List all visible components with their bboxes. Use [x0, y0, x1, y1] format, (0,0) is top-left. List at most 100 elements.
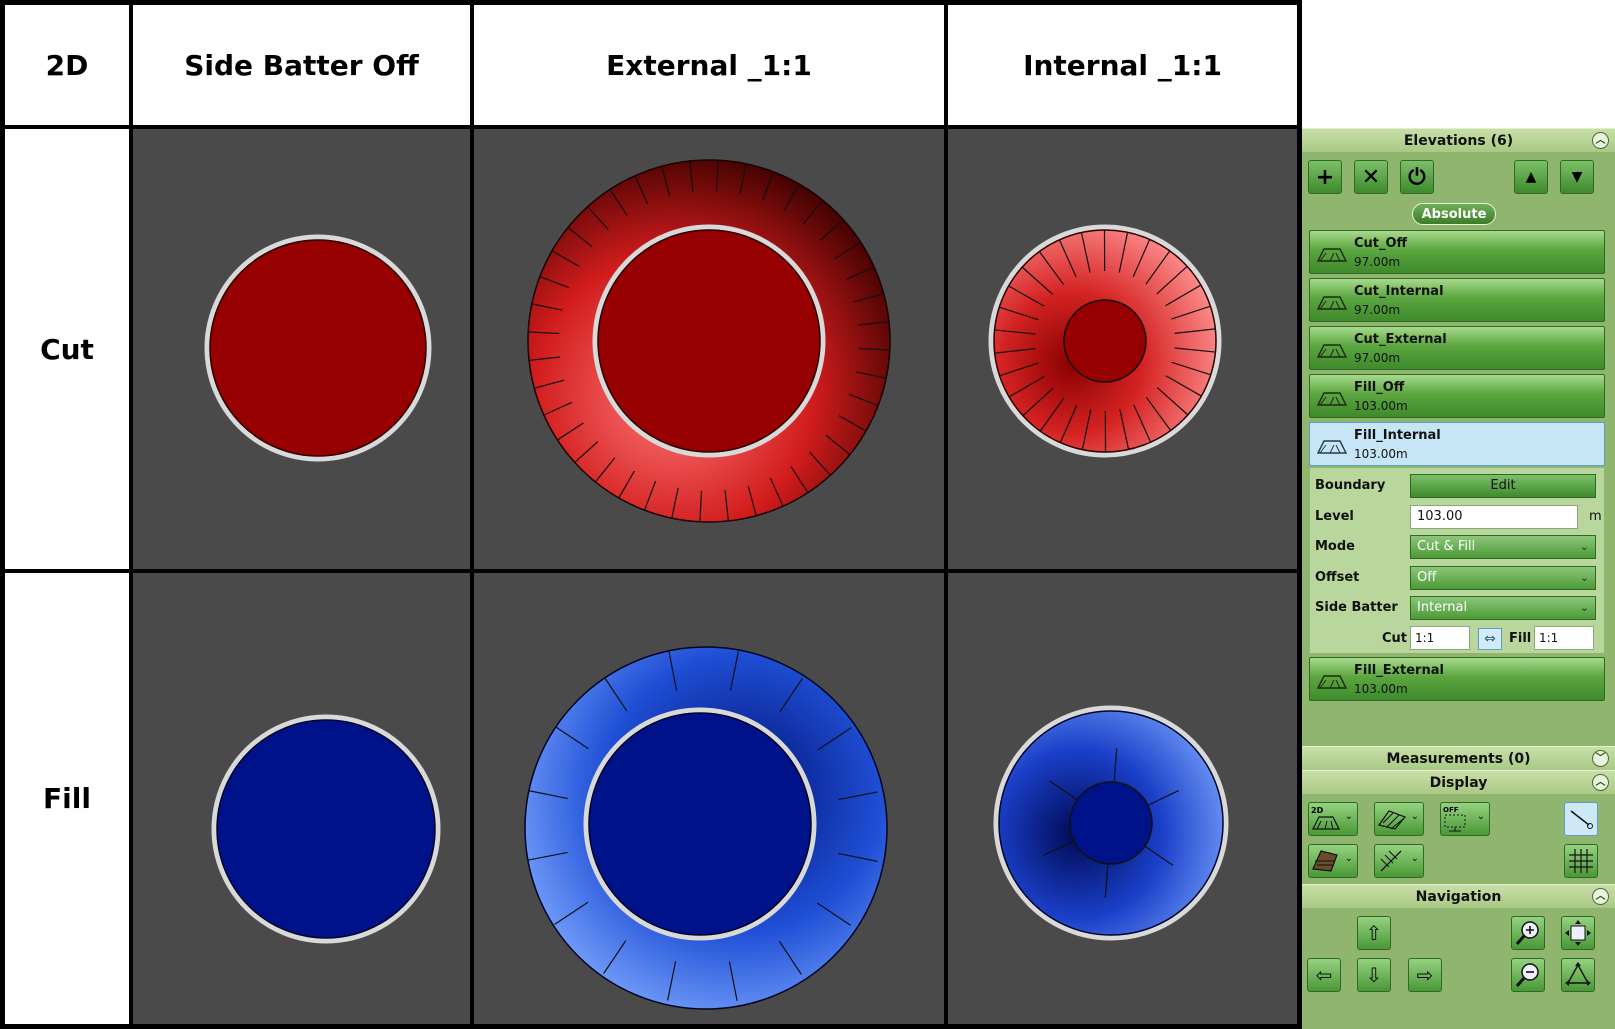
view-2d-dropdown[interactable]: 2D ⌄ — [1308, 802, 1358, 836]
elevation-item-fill-off[interactable]: Fill_Off 103.00m — [1309, 374, 1605, 418]
batter-tick-line — [528, 851, 568, 861]
elevation-name: Fill_Off — [1354, 380, 1405, 395]
cut-external-pad — [527, 159, 891, 523]
elevation-item-cut-internal[interactable]: Cut_Internal 97.00m — [1309, 278, 1605, 322]
mode-select[interactable]: Cut & Fill ⌄ — [1410, 535, 1596, 559]
elevation-item-fill-internal[interactable]: Fill_Internal 103.00m — [1309, 422, 1605, 466]
grid-icon — [1569, 849, 1593, 873]
viewport-cut-internal[interactable] — [948, 129, 1297, 569]
batter-tick-line — [1059, 404, 1078, 443]
batter-tick-line — [668, 651, 678, 691]
viewport-fill-external[interactable] — [474, 573, 944, 1024]
overlay-toggle-dropdown[interactable]: OFF ⌄ — [1440, 802, 1490, 836]
swap-batter-button[interactable]: ⇔ — [1478, 628, 1502, 650]
side-panel: Elevations (6) ︿ + ✕ ⏻ ▲ ▼ Absolute Cut_… — [1302, 128, 1615, 1029]
orbit-button[interactable] — [1561, 958, 1595, 992]
batter-tick-line — [783, 183, 800, 212]
move-down-icon: ▼ — [1571, 169, 1583, 185]
viewport-cut-external[interactable] — [474, 129, 944, 569]
elevation-name: Fill_Internal — [1354, 428, 1441, 443]
batter-tick-line — [999, 362, 1039, 377]
expand-chevron-icon[interactable]: ﹀ — [1592, 750, 1609, 767]
batter-tick-line — [594, 457, 616, 483]
batter-tick-line — [1022, 387, 1054, 417]
edit-boundary-button[interactable]: Edit — [1410, 474, 1596, 498]
batter-tick-line — [1133, 404, 1152, 443]
batter-tick-line — [778, 940, 802, 975]
viewport-fill-internal[interactable] — [948, 573, 1297, 1024]
batter-tick-line — [528, 331, 560, 335]
fill-label: Fill — [1509, 631, 1532, 646]
measure-line-icon — [1570, 810, 1593, 829]
overlay-off-icon: OFF — [1443, 806, 1466, 832]
fill-off-pad — [211, 714, 441, 944]
zoom-out-button[interactable] — [1511, 958, 1545, 992]
move-up-icon: ▲ — [1525, 169, 1537, 185]
display-title: Display — [1429, 774, 1488, 791]
batter-display-dropdown[interactable]: ⌄ — [1374, 844, 1424, 878]
column-header-side-batter-off: Side Batter Off — [133, 5, 470, 125]
measure-line-button[interactable] — [1564, 802, 1598, 836]
elevation-item-fill-external[interactable]: Fill_External 103.00m — [1309, 657, 1605, 701]
svg-text:2D: 2D — [1311, 806, 1324, 815]
batter-tick-line — [715, 160, 719, 192]
elevation-icon — [1316, 248, 1348, 262]
toggle-elevation-button[interactable]: ⏻ — [1400, 160, 1434, 194]
level-input[interactable]: 103.00 — [1410, 505, 1578, 529]
elevation-icon — [1316, 344, 1348, 358]
batter-tick-line — [1171, 305, 1211, 320]
move-up-button[interactable]: ▲ — [1514, 160, 1548, 194]
surface-style-dropdown[interactable]: ⌄ — [1374, 802, 1424, 836]
batter-tick-line — [855, 371, 887, 379]
batter-tick-line — [848, 393, 879, 407]
collapse-chevron-icon[interactable]: ︿ — [1592, 774, 1609, 791]
zoom-in-button[interactable] — [1511, 916, 1545, 950]
elevations-section-body: + ✕ ⏻ ▲ ▼ Absolute Cut_Off 97.00m Cut_In… — [1302, 152, 1615, 746]
elevations-title: Elevations (6) — [1403, 132, 1514, 149]
measurements-section-header[interactable]: Measurements (0) ﹀ — [1302, 746, 1615, 770]
delete-elevation-button[interactable]: ✕ — [1354, 160, 1388, 194]
add-elevation-button[interactable]: + — [1308, 160, 1342, 194]
elevation-item-cut-external[interactable]: Cut_External 97.00m — [1309, 326, 1605, 370]
batter-tick-line — [858, 347, 890, 351]
collapse-chevron-icon[interactable]: ︿ — [1592, 888, 1609, 905]
cut-batter-input[interactable]: 1:1 — [1410, 626, 1470, 650]
contour-style-dropdown[interactable]: ⌄ — [1308, 844, 1358, 878]
chevron-down-icon: ⌄ — [1344, 811, 1353, 822]
elevation-name: Fill_External — [1354, 663, 1444, 678]
navigation-section-header[interactable]: Navigation ︿ — [1302, 884, 1615, 908]
move-down-button[interactable]: ▼ — [1560, 160, 1594, 194]
zoom-extents-button[interactable] — [1561, 916, 1595, 950]
fill-external-pad — [524, 646, 888, 1010]
pan-up-button[interactable]: ⇧ — [1357, 916, 1391, 950]
fill-batter-input[interactable]: 1:1 — [1534, 626, 1594, 650]
offset-select[interactable]: Off ⌄ — [1410, 566, 1596, 590]
elevation-name: Cut_External — [1354, 332, 1447, 347]
pan-down-button[interactable]: ⇩ — [1357, 958, 1391, 992]
batter-tick-line — [838, 415, 867, 432]
batter-tick-line — [1144, 845, 1174, 866]
pan-right-button[interactable]: ⇨ — [1408, 958, 1442, 992]
view-2d-icon: 2D — [1311, 806, 1340, 830]
navigation-section-body: ⇧ ⇦ ⇩ ⇨ — [1302, 908, 1615, 1029]
batter-tick-line — [819, 219, 844, 241]
pan-left-button[interactable]: ⇦ — [1307, 958, 1341, 992]
display-section-header[interactable]: Display ︿ — [1302, 770, 1615, 794]
batter-tick-line — [853, 293, 884, 303]
batter-tick-line — [1058, 239, 1077, 278]
arrow-up-icon: ⇧ — [1365, 921, 1383, 945]
collapse-chevron-icon[interactable]: ︿ — [1592, 132, 1609, 149]
elevations-section-header[interactable]: Elevations (6) ︿ — [1302, 128, 1615, 152]
chevron-down-icon: ⌄ — [1579, 571, 1589, 584]
viewport-cut-off[interactable] — [133, 129, 470, 569]
batter-tick-line — [994, 348, 1036, 354]
grid-toggle-button[interactable] — [1564, 844, 1598, 878]
batter-tick-line — [1174, 328, 1216, 334]
side-batter-select[interactable]: Internal ⌄ — [1410, 596, 1596, 620]
elevation-icon — [1316, 296, 1348, 310]
absolute-toggle[interactable]: Absolute — [1412, 203, 1496, 225]
row-header-fill: Fill — [5, 573, 129, 1024]
batter-tick-line — [643, 480, 657, 511]
elevation-item-cut-off[interactable]: Cut_Off 97.00m — [1309, 230, 1605, 274]
viewport-fill-off[interactable] — [133, 573, 470, 1024]
